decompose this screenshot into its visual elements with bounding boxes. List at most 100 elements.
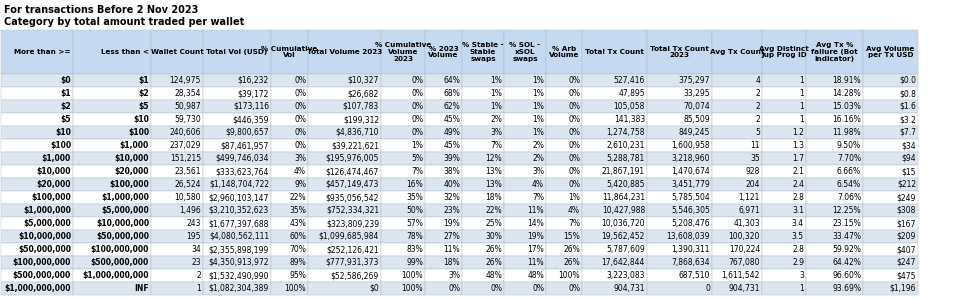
Bar [806,282,863,295]
Text: 4%: 4% [294,167,306,176]
Bar [863,139,918,152]
Bar [1,30,73,74]
Bar [712,178,762,191]
Text: $10,000,000: $10,000,000 [96,219,149,228]
Text: 50%: 50% [406,206,423,215]
Text: 0%: 0% [411,76,423,85]
Bar [712,191,762,204]
Bar [504,243,546,256]
Bar [504,217,546,230]
Bar [203,191,271,204]
Text: $475: $475 [897,271,916,280]
Text: 1,121: 1,121 [739,193,760,202]
Bar [504,87,546,100]
Bar [1,204,73,217]
Bar [647,139,712,152]
Bar [582,87,647,100]
Text: 19,562,452: 19,562,452 [602,232,645,241]
Bar [712,204,762,217]
Bar [308,30,381,74]
Bar [271,269,308,282]
Text: 0%: 0% [411,89,423,98]
Text: $1: $1 [61,89,71,98]
Bar [1,126,73,139]
Bar [762,139,806,152]
Bar [203,30,271,74]
Text: 16%: 16% [407,180,423,189]
Text: 1,600,958: 1,600,958 [671,141,710,150]
Text: 2.4: 2.4 [792,180,804,189]
Text: $1.6: $1.6 [899,102,916,111]
Text: 1%: 1% [412,141,423,150]
Bar [806,178,863,191]
Text: $209: $209 [897,232,916,241]
Bar [308,256,381,269]
Text: 26%: 26% [564,245,580,254]
Bar [647,126,712,139]
Bar [806,256,863,269]
Bar [647,217,712,230]
Bar [1,152,73,165]
Bar [425,165,462,178]
Text: 5: 5 [756,128,760,137]
Bar [504,230,546,243]
Bar [1,74,73,87]
Text: 1,390,311: 1,390,311 [671,245,710,254]
Bar [806,269,863,282]
Bar [271,282,308,295]
Bar [308,87,381,100]
Bar [151,178,203,191]
Bar [546,230,582,243]
Bar [203,230,271,243]
Text: 10,580: 10,580 [174,193,201,202]
Bar [762,30,806,74]
Text: $195,976,005: $195,976,005 [325,154,379,163]
Text: 1%: 1% [532,76,544,85]
Bar [271,256,308,269]
Text: 43%: 43% [289,219,306,228]
Bar [151,256,203,269]
Bar [462,217,504,230]
Bar [712,256,762,269]
Text: 0%: 0% [411,128,423,137]
Bar [1,230,73,243]
Text: $100: $100 [50,141,71,150]
Text: 45%: 45% [443,115,460,124]
Bar [73,74,151,87]
Bar [203,74,271,87]
Bar [308,100,381,113]
Text: 3.1: 3.1 [792,206,804,215]
Bar [1,217,73,230]
Bar [425,191,462,204]
Bar [73,282,151,295]
Bar [582,282,647,295]
Text: 1.2: 1.2 [792,128,804,137]
Bar [582,217,647,230]
Text: 1%: 1% [532,128,544,137]
Bar [863,126,918,139]
Bar [582,30,647,74]
Bar [1,139,73,152]
Text: 11: 11 [751,141,760,150]
Bar [504,282,546,295]
Text: $4,350,913,972: $4,350,913,972 [209,258,269,267]
Text: $333,623,764: $333,623,764 [216,167,269,176]
Bar [381,87,425,100]
Bar [462,87,504,100]
Bar [151,30,203,74]
Bar [863,282,918,295]
Text: 1.3: 1.3 [792,141,804,150]
Text: $446,359: $446,359 [232,115,269,124]
Bar [712,87,762,100]
Text: 89%: 89% [289,258,306,267]
Bar [762,113,806,126]
Bar [647,165,712,178]
Text: 64%: 64% [443,76,460,85]
Text: % Arb
Volume: % Arb Volume [549,46,579,58]
Text: 4: 4 [756,76,760,85]
Bar [462,178,504,191]
Bar [462,204,504,217]
Text: 68%: 68% [443,89,460,98]
Text: $0: $0 [369,284,379,293]
Bar [151,152,203,165]
